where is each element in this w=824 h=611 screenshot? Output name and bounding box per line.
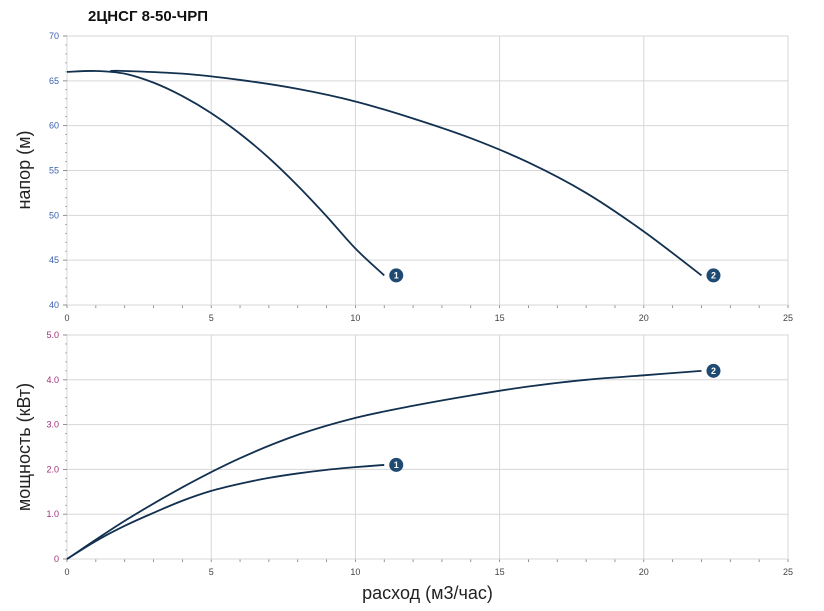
y-tick-label: 55 [49,166,59,176]
curve-2 [66,369,702,560]
head-chart-panel: 0 5 10 15 20 25 40 45 50 55 60 65 70 напор (м) 1 2 [14,31,793,323]
x-tick-label: 20 [639,567,649,577]
x-tick-label: 15 [495,567,505,577]
curve-marker-label: 2 [711,270,716,280]
y-tick-label: 50 [49,210,59,220]
x-tick-label: 10 [350,567,360,577]
x-tick-label: 5 [209,567,214,577]
y-tick-label: 0 [54,554,59,564]
curve-1 [66,464,385,560]
x-tick-label: 0 [64,313,69,323]
y-tick-label: 4.0 [46,375,59,385]
y-tick-label: 40 [49,300,59,310]
curve-marker-label: 1 [394,460,399,470]
curve-marker-label: 1 [394,270,399,280]
curve-marker-label: 2 [711,366,716,376]
y-tick-label: 3.0 [46,420,59,430]
x-tick-label: 10 [350,313,360,323]
y-tick-label: 1.0 [46,509,59,519]
x-tick-label: 5 [209,313,214,323]
x-axis-title: расход (м3/час) [362,583,493,603]
curve-1 [66,70,385,277]
x-tick-label: 15 [495,313,505,323]
y-tick-label: 45 [49,255,59,265]
curve-marker-1 [389,457,404,472]
curve-marker-2 [706,268,721,283]
y-tick-label: 65 [49,76,59,86]
power-chart-panel: 0 5 10 15 20 25 0 1.0 2.0 3.0 4.0 5.0 мощность (кВт)… [14,330,793,603]
curve-marker-2 [706,363,721,378]
plot-frame [66,334,789,560]
x-tick-label: 25 [783,313,793,323]
y-tick-label: 70 [49,31,59,41]
x-tick-label: 0 [64,567,69,577]
curve-2 [110,69,703,277]
y-tick-label: 5.0 [46,330,59,340]
x-tick-label: 20 [639,313,649,323]
y-axis-title: напор (м) [14,130,34,209]
x-tick-label: 25 [783,567,793,577]
y-tick-label: 60 [49,121,59,131]
chart-title: 2ЦНСГ 8-50-ЧРП [88,8,208,25]
y-axis-title: мощность (кВт) [14,383,34,511]
y-tick-label: 2.0 [46,464,59,474]
curve-marker-1 [389,268,404,283]
